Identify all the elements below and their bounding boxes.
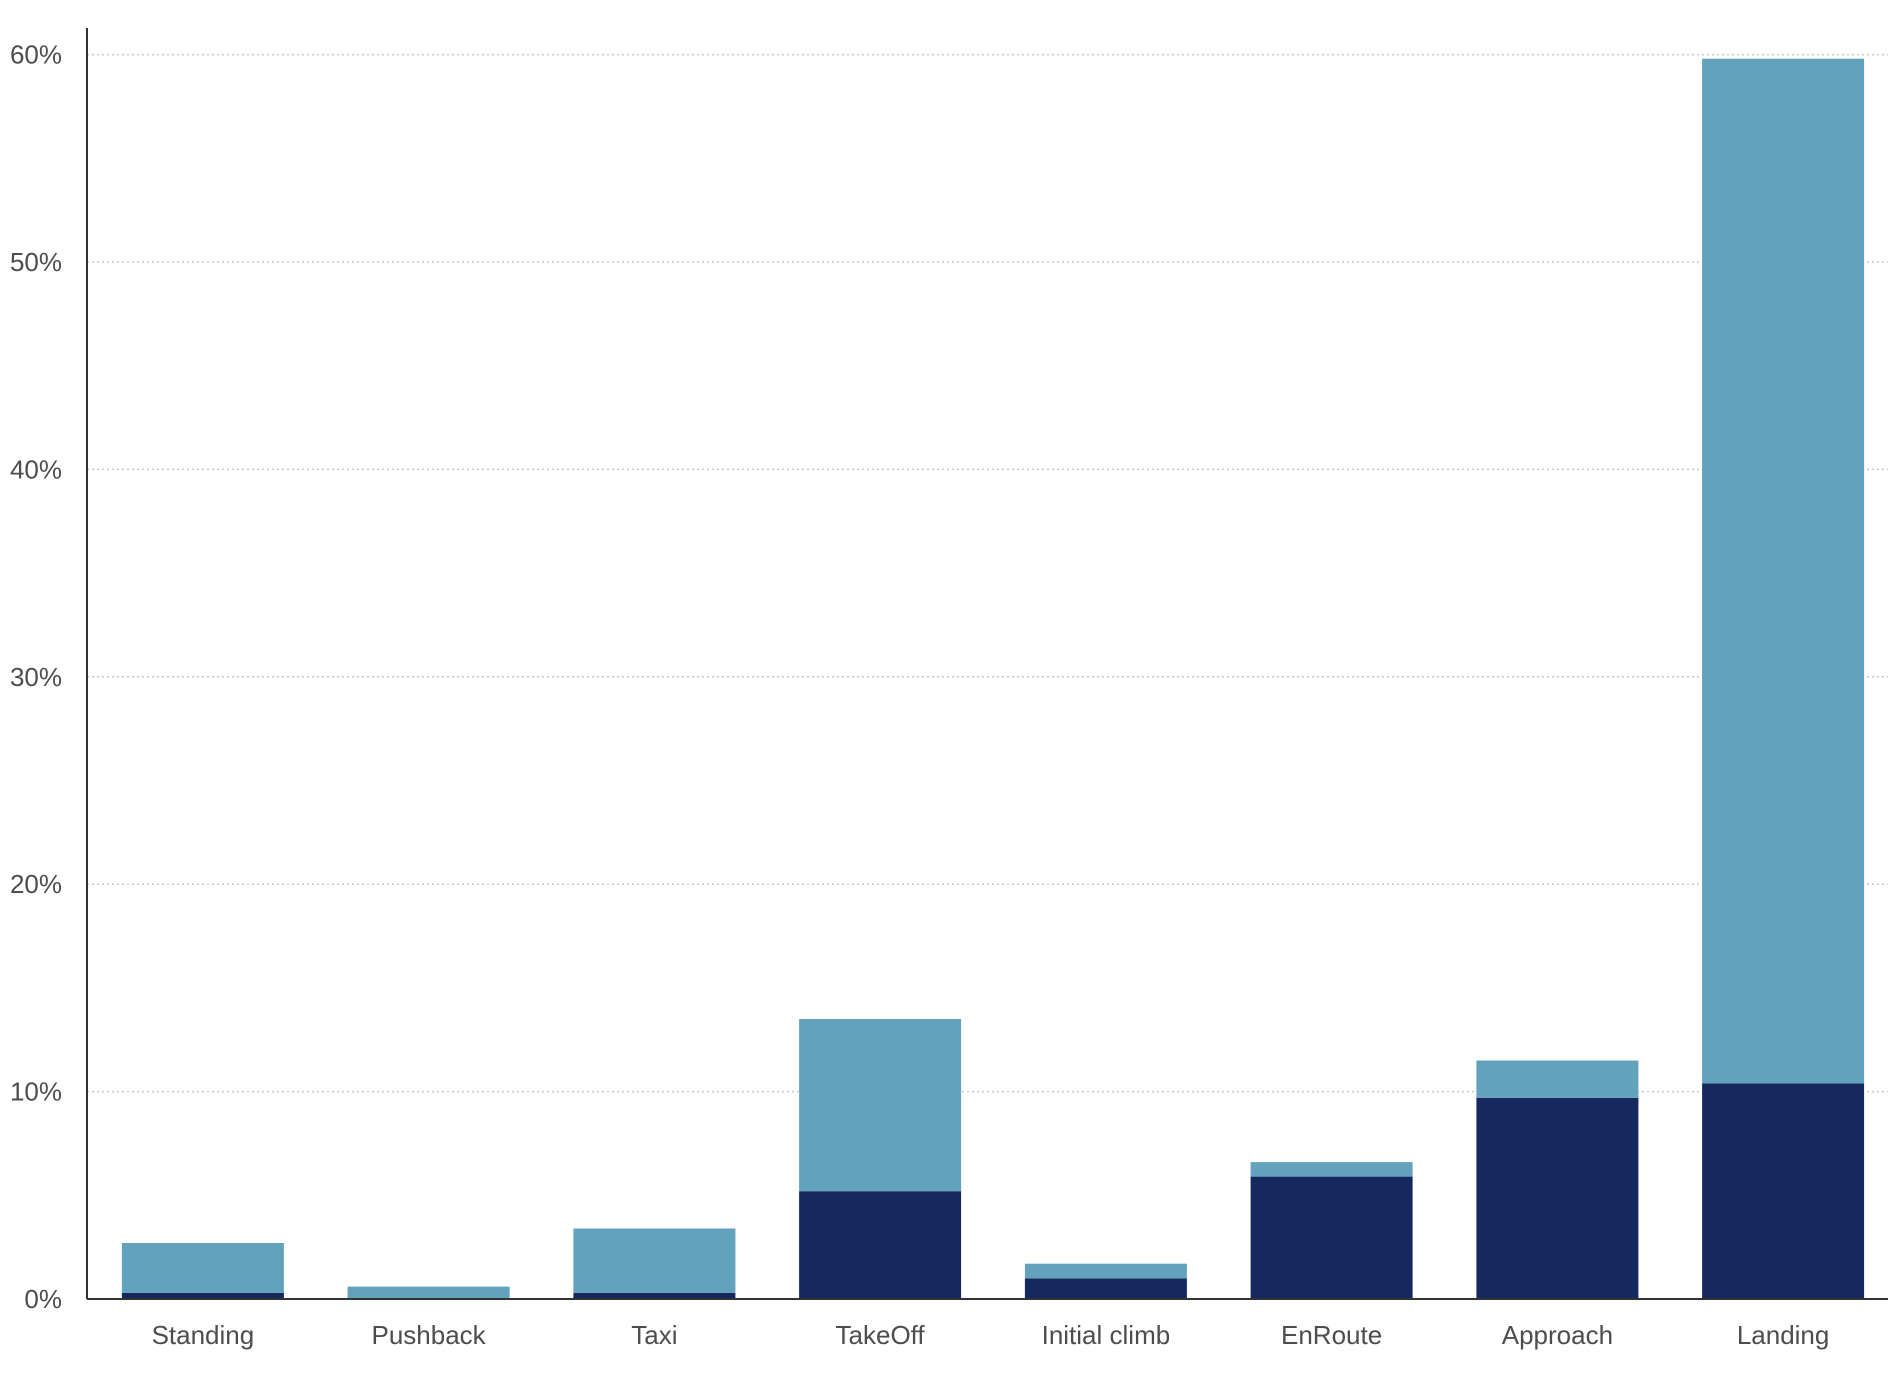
bar-pushback-segment-2 [347,1286,510,1299]
bar-takeoff-segment-1 [799,1191,962,1299]
x-tick-label: Pushback [372,1320,487,1350]
tick-labels: 0% 10% 20% 30% 40% 50% 60% Standing Pushback Taxi… [10,40,1829,1350]
y-tick-label: 30% [10,662,62,692]
bar-initial-climb-segment-2 [1024,1263,1187,1279]
bar-taxi-segment-1 [573,1292,736,1299]
gridlines [87,53,1888,1093]
y-tick-label: 10% [10,1077,62,1107]
x-tick-label: Landing [1737,1320,1830,1350]
bar-taxi-segment-2 [573,1228,736,1293]
y-tick-label: 60% [10,40,62,70]
x-tick-label: Standing [152,1320,255,1350]
x-tick-label: Initial climb [1042,1320,1171,1350]
bar-enroute-segment-1 [1250,1176,1413,1299]
bar-landing-segment-2 [1702,58,1865,1084]
bars [121,58,1865,1299]
bar-initial-climb-segment-1 [1024,1278,1187,1299]
bar-standing-segment-2 [121,1243,284,1293]
bar-approach-segment-2 [1476,1060,1639,1098]
y-tick-label: 20% [10,869,62,899]
bar-enroute-segment-2 [1250,1162,1413,1177]
bar-standing-segment-1 [121,1292,284,1299]
axes [86,28,1888,1300]
y-tick-label: 50% [10,247,62,277]
bar-takeoff-segment-2 [799,1019,962,1192]
y-tick-label: 0% [24,1284,62,1314]
x-tick-label: EnRoute [1281,1320,1382,1350]
x-tick-label: Taxi [631,1320,677,1350]
bar-landing-segment-1 [1702,1083,1865,1299]
bar-approach-segment-1 [1476,1097,1639,1299]
x-tick-label: TakeOff [836,1320,926,1350]
x-tick-label: Approach [1502,1320,1613,1350]
y-tick-label: 40% [10,454,62,484]
